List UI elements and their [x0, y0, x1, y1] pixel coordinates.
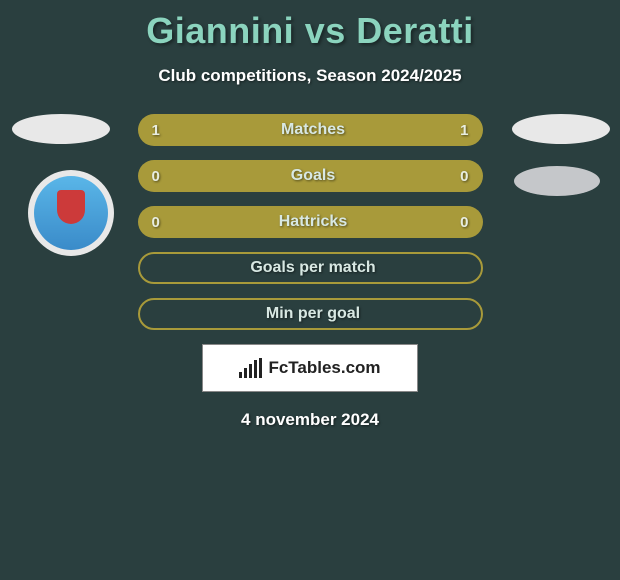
title-vs: vs: [305, 10, 346, 51]
stat-hattricks-label: Hattricks: [279, 213, 347, 231]
page-title: Giannini vs Deratti: [0, 0, 620, 52]
subtitle: Club competitions, Season 2024/2025: [0, 66, 620, 86]
title-player2: Deratti: [356, 10, 474, 51]
stat-matches-left: 1: [152, 122, 160, 139]
stat-row-matches: 1 Matches 1: [138, 114, 483, 146]
stat-matches-right: 1: [460, 122, 468, 139]
stat-goals-left: 0: [152, 168, 160, 185]
player2-club-badge-placeholder: [514, 166, 600, 196]
club-badge-circle: [34, 176, 108, 250]
stat-matches-label: Matches: [281, 121, 345, 139]
player1-headshot-placeholder: [12, 114, 110, 144]
stat-row-mpg: Min per goal: [138, 298, 483, 330]
source-logo-box: FcTables.com: [202, 344, 418, 392]
stat-row-hattricks: 0 Hattricks 0: [138, 206, 483, 238]
source-logo-text: FcTables.com: [268, 358, 380, 378]
stat-row-gpm: Goals per match: [138, 252, 483, 284]
stat-gpm-label: Goals per match: [250, 259, 375, 277]
club-badge-shield-icon: [57, 190, 85, 224]
stat-hattricks-right: 0: [460, 214, 468, 231]
stat-goals-right: 0: [460, 168, 468, 185]
stats-container: 1 Matches 1 0 Goals 0 0 Hattricks 0 Goal…: [0, 114, 620, 430]
stat-goals-label: Goals: [291, 167, 335, 185]
stat-mpg-label: Min per goal: [266, 305, 360, 323]
bars-icon: [239, 358, 262, 378]
stat-row-goals: 0 Goals 0: [138, 160, 483, 192]
player2-headshot-placeholder: [512, 114, 610, 144]
snapshot-date: 4 november 2024: [0, 410, 620, 430]
stat-hattricks-left: 0: [152, 214, 160, 231]
title-player1: Giannini: [146, 10, 294, 51]
player1-club-badge: [28, 170, 114, 256]
